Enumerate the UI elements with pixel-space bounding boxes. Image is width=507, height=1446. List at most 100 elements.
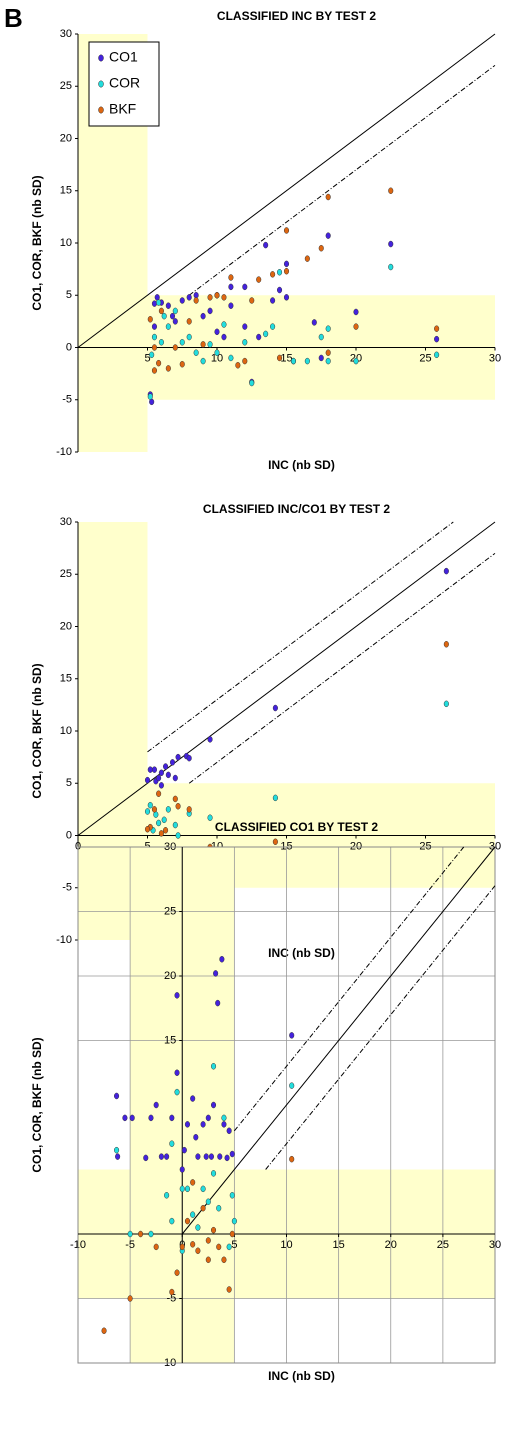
point bbox=[205, 1256, 211, 1264]
point bbox=[149, 351, 155, 359]
point bbox=[174, 1088, 180, 1096]
point bbox=[158, 830, 164, 837]
point bbox=[169, 1140, 175, 1147]
point bbox=[231, 1217, 237, 1225]
y-tick-label: -5 bbox=[62, 882, 72, 894]
point bbox=[219, 955, 225, 963]
x-tick-label: 15 bbox=[280, 352, 292, 364]
point bbox=[205, 1237, 211, 1244]
point bbox=[165, 365, 171, 372]
point bbox=[205, 1114, 211, 1122]
reference-line bbox=[188, 64, 496, 296]
x-axis-label: INC (nb SD) bbox=[268, 1369, 335, 1383]
y-tick-label: -5 bbox=[166, 1292, 176, 1304]
point bbox=[318, 244, 324, 252]
point bbox=[434, 325, 440, 332]
point bbox=[277, 269, 283, 276]
y-tick-label: 25 bbox=[60, 80, 72, 92]
point bbox=[210, 1170, 217, 1177]
point bbox=[163, 763, 169, 770]
point bbox=[263, 241, 269, 249]
point bbox=[122, 1114, 128, 1122]
point bbox=[283, 294, 290, 301]
point bbox=[115, 1153, 121, 1160]
y-tick-label: -5 bbox=[62, 394, 72, 406]
point bbox=[161, 312, 167, 320]
point bbox=[215, 999, 221, 1007]
point bbox=[200, 1121, 206, 1128]
point bbox=[156, 819, 162, 827]
point bbox=[179, 1243, 185, 1251]
point bbox=[263, 330, 269, 338]
point bbox=[242, 283, 248, 291]
point bbox=[318, 333, 324, 341]
point bbox=[289, 1032, 295, 1039]
y-tick-label: 15 bbox=[60, 673, 72, 685]
point bbox=[179, 1185, 185, 1193]
point bbox=[353, 357, 359, 365]
point bbox=[175, 753, 181, 761]
reference-line bbox=[188, 552, 496, 784]
point bbox=[242, 339, 248, 346]
point bbox=[144, 825, 151, 833]
point bbox=[249, 297, 255, 304]
x-tick-label: -5 bbox=[125, 1239, 135, 1251]
point bbox=[200, 1204, 206, 1212]
point bbox=[147, 766, 153, 773]
point bbox=[228, 283, 234, 291]
point bbox=[156, 299, 162, 306]
chart-title: CLASSIFIED INC BY TEST 2 bbox=[217, 9, 376, 23]
point bbox=[304, 255, 310, 262]
x-tick-label: 5 bbox=[144, 840, 150, 852]
y-tick-label: 15 bbox=[164, 1034, 176, 1046]
point bbox=[158, 769, 164, 777]
x-tick-label: 5 bbox=[231, 1239, 237, 1251]
point bbox=[228, 302, 234, 309]
point bbox=[186, 294, 192, 301]
y-tick-label: 30 bbox=[60, 28, 72, 40]
point bbox=[151, 300, 157, 307]
y-tick-label: -10 bbox=[56, 934, 72, 946]
y-tick-label: 20 bbox=[60, 620, 72, 632]
point bbox=[210, 1101, 217, 1109]
y-tick-label: 5 bbox=[66, 777, 72, 789]
y-tick-label: 5 bbox=[66, 289, 72, 301]
x-tick-label: 20 bbox=[350, 840, 362, 852]
point bbox=[158, 1153, 164, 1160]
point bbox=[217, 1153, 223, 1160]
point bbox=[172, 821, 178, 829]
plot-frame bbox=[77, 846, 496, 1364]
point bbox=[138, 1230, 144, 1238]
point bbox=[434, 335, 440, 343]
point bbox=[289, 1082, 295, 1089]
point bbox=[114, 1146, 120, 1154]
point bbox=[151, 806, 157, 813]
point bbox=[210, 1226, 217, 1234]
point bbox=[147, 393, 153, 400]
reference-line bbox=[181, 846, 496, 1235]
point bbox=[242, 323, 248, 330]
point bbox=[186, 333, 192, 341]
point bbox=[151, 333, 157, 341]
point bbox=[214, 292, 220, 299]
point bbox=[242, 357, 248, 365]
point bbox=[277, 286, 283, 294]
point bbox=[184, 1185, 191, 1193]
point bbox=[216, 1243, 222, 1251]
point bbox=[172, 307, 178, 315]
point bbox=[156, 359, 162, 367]
point bbox=[256, 276, 262, 283]
point bbox=[235, 362, 241, 369]
point bbox=[207, 341, 213, 348]
point bbox=[208, 1153, 214, 1160]
y-axis-label: CO1, COR, BKF (nb SD) bbox=[30, 663, 44, 798]
point bbox=[184, 1121, 191, 1128]
point bbox=[272, 704, 278, 712]
x-tick-label: 30 bbox=[489, 352, 501, 364]
point bbox=[148, 1114, 154, 1122]
point bbox=[277, 354, 283, 362]
x-axis-label: INC (nb SD) bbox=[268, 946, 335, 960]
point bbox=[221, 1256, 227, 1264]
point bbox=[388, 263, 394, 271]
point bbox=[325, 357, 331, 365]
